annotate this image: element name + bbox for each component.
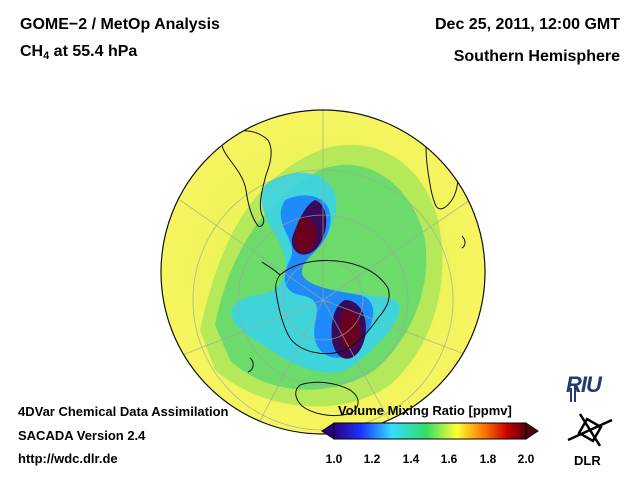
datetime: Dec 25, 2011, 12:00 GMT — [435, 16, 620, 33]
level: at 55.4 hPa — [49, 43, 138, 60]
footer-method: 4DVar Chemical Data Assimilation — [18, 404, 229, 419]
dlr-logo — [567, 413, 613, 447]
colorbar-tick: 1.0 — [325, 452, 343, 466]
hemisphere: Southern Hemisphere — [453, 48, 620, 65]
footer-url[interactable]: http://wdc.dlr.de — [18, 451, 118, 466]
colorbar-title: Volume Mixing Ratio [ppmv] — [338, 403, 512, 418]
riu-logo-text: RIU — [566, 372, 602, 397]
globe — [161, 110, 485, 434]
colorbar-tick: 1.8 — [479, 452, 497, 466]
dlr-logo-text: DLR — [574, 453, 601, 468]
colorbar-tick: 1.2 — [363, 452, 381, 466]
riu-logo-mark — [570, 384, 576, 402]
colorbar-tick: 1.4 — [402, 452, 420, 466]
title: GOME−2 / MetOp Analysis — [20, 16, 220, 33]
footer-version: SACADA Version 2.4 — [18, 428, 146, 443]
species-level: CH4 at 55.4 hPa — [20, 43, 137, 62]
colorbar-tick: 2.0 — [517, 452, 535, 466]
species-subscript: 4 — [43, 50, 50, 62]
colorbar-tick: 1.6 — [440, 452, 458, 466]
species: CH — [20, 43, 44, 60]
colorbar — [321, 422, 539, 440]
